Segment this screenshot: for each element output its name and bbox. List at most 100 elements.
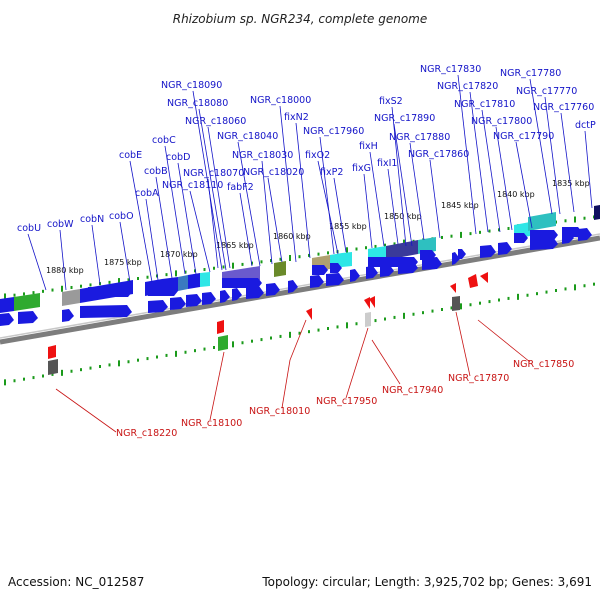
scale-dot: [545, 290, 548, 294]
scale-dot: [108, 363, 111, 367]
connector-line: [369, 151, 385, 247]
gene-label-fixN2[interactable]: fixN2: [284, 112, 309, 123]
gene-label-dctP[interactable]: dctP: [575, 120, 596, 131]
scale-dot: [298, 331, 301, 335]
gene-label-cobD[interactable]: cobD: [166, 152, 190, 163]
gene-block[interactable]: [274, 261, 286, 277]
gene-label-NGR_c17950[interactable]: NGR_c17950: [316, 396, 377, 407]
gene-block[interactable]: [528, 212, 556, 231]
gene-block[interactable]: [342, 252, 352, 267]
gene-arrow: [186, 294, 202, 307]
gene-block[interactable]: [386, 240, 418, 260]
gene-label-NGR_c17850[interactable]: NGR_c17850: [513, 359, 574, 370]
gene-label-NGR_c18020[interactable]: NGR_c18020: [243, 167, 304, 178]
gene-label-NGR_c17960[interactable]: NGR_c17960: [303, 126, 364, 137]
gene-label-fixS2[interactable]: fixS2: [379, 96, 403, 107]
gene-label-cobE[interactable]: cobE: [119, 150, 142, 161]
connector-line: [317, 160, 339, 255]
reverse-genes: [48, 272, 488, 375]
gene-label-NGR_c18090[interactable]: NGR_c18090: [161, 80, 222, 91]
scale-dot: [583, 216, 586, 220]
gene-label-NGR_c18100[interactable]: NGR_c18100: [181, 418, 242, 429]
gene-block[interactable]: [48, 345, 56, 359]
gene-label-NGR_c18030[interactable]: NGR_c18030: [232, 150, 293, 161]
gene-arrow[interactable]: [306, 308, 312, 320]
gene-block[interactable]: [452, 296, 460, 311]
gene-label-fixI1[interactable]: fixI1: [377, 158, 397, 169]
scale-dot: [51, 288, 54, 292]
gene-label-fixO2[interactable]: fixO2: [305, 150, 330, 161]
gene-label-NGR_c17880[interactable]: NGR_c17880: [389, 132, 450, 143]
scale-dot: [13, 379, 16, 383]
gene-label-NGR_c17770[interactable]: NGR_c17770: [516, 86, 577, 97]
scale-dot: [42, 289, 44, 293]
gene-label-NGR_c17820[interactable]: NGR_c17820: [437, 81, 498, 92]
gene-label-NGR_c17860[interactable]: NGR_c17860: [408, 149, 469, 160]
gene-arrow: [368, 257, 418, 267]
gene-arrow[interactable]: [468, 274, 478, 288]
scale-dot: [450, 234, 453, 238]
gene-block[interactable]: [594, 205, 600, 220]
scale-dot: [526, 293, 529, 297]
gene-label-NGR_c18060[interactable]: NGR_c18060: [185, 116, 246, 127]
scale-label-1875: 1875 kbp: [104, 258, 142, 267]
gene-block[interactable]: [62, 289, 80, 306]
scale-dot: [460, 303, 462, 310]
gene-block[interactable]: [418, 237, 436, 254]
gene-label-NGR_c18220[interactable]: NGR_c18220: [116, 428, 177, 439]
gene-label-NGR_c17810[interactable]: NGR_c17810: [454, 99, 515, 110]
gene-label-fabF2[interactable]: fabF2: [227, 182, 254, 193]
scale-dot: [194, 349, 196, 353]
gene-block[interactable]: [200, 272, 210, 287]
gene-label-NGR_c18040[interactable]: NGR_c18040: [217, 131, 278, 142]
scale-dot: [61, 285, 63, 292]
gene-label-fixP2[interactable]: fixP2: [320, 167, 343, 178]
gene-label-cobW[interactable]: cobW: [47, 219, 74, 230]
gene-block[interactable]: [178, 275, 188, 291]
gene-block[interactable]: [14, 293, 40, 311]
gene-arrow[interactable]: [480, 272, 488, 283]
gene-label-NGR_c18010[interactable]: NGR_c18010: [249, 406, 310, 417]
gene-label-NGR_c17940[interactable]: NGR_c17940: [382, 385, 443, 396]
gene-label-NGR_c17760[interactable]: NGR_c17760: [533, 102, 594, 113]
gene-block[interactable]: [218, 335, 228, 351]
gene-arrow[interactable]: [369, 296, 375, 308]
gene-arrow[interactable]: [450, 283, 456, 293]
gene-label-NGR_c17890[interactable]: NGR_c17890: [374, 113, 435, 124]
gene-arrow[interactable]: [364, 297, 370, 309]
gene-block[interactable]: [217, 320, 224, 334]
scale-label-1865: 1865 kbp: [216, 241, 254, 250]
gene-block[interactable]: [188, 273, 200, 289]
gene-label-NGR_c17830[interactable]: NGR_c17830: [420, 64, 481, 75]
scale-dot: [165, 353, 168, 357]
gene-label-cobB[interactable]: cobB: [144, 166, 168, 177]
scale-dot: [393, 242, 396, 246]
gene-label-cobU[interactable]: cobU: [17, 223, 41, 234]
gene-label-NGR_c17790[interactable]: NGR_c17790: [493, 131, 554, 142]
gene-block[interactable]: [48, 359, 58, 375]
gene-label-cobN[interactable]: cobN: [80, 214, 104, 225]
gene-label-NGR_c17800[interactable]: NGR_c17800: [471, 116, 532, 127]
gene-block[interactable]: [0, 297, 14, 313]
gene-label-NGR_c18070[interactable]: NGR_c18070: [183, 168, 244, 179]
connector-line: [393, 123, 413, 247]
scale-dot: [346, 247, 348, 254]
connector-line: [55, 388, 117, 433]
gene-label-NGR_c18080[interactable]: NGR_c18080: [167, 98, 228, 109]
scale-dot: [251, 261, 253, 265]
scale-dot: [51, 372, 54, 376]
gene-label-cobA[interactable]: cobA: [135, 188, 159, 199]
gene-label-NGR_c17870[interactable]: NGR_c17870: [448, 373, 509, 384]
gene-label-NGR_c17780[interactable]: NGR_c17780: [500, 68, 561, 79]
gene-label-cobC[interactable]: cobC: [152, 135, 176, 146]
gene-label-cobO[interactable]: cobO: [109, 211, 134, 222]
gene-label-NGR_c18000[interactable]: NGR_c18000: [250, 95, 311, 106]
gene-label-fixG[interactable]: fixG: [352, 163, 371, 174]
gene-arrow: [498, 242, 512, 255]
gene-label-fixH[interactable]: fixH: [359, 141, 378, 152]
gene-block[interactable]: [365, 312, 371, 327]
gene-arrow: [366, 266, 378, 279]
gene-label-NGR_c18110[interactable]: NGR_c18110: [162, 180, 223, 191]
scale-dot: [203, 268, 206, 272]
